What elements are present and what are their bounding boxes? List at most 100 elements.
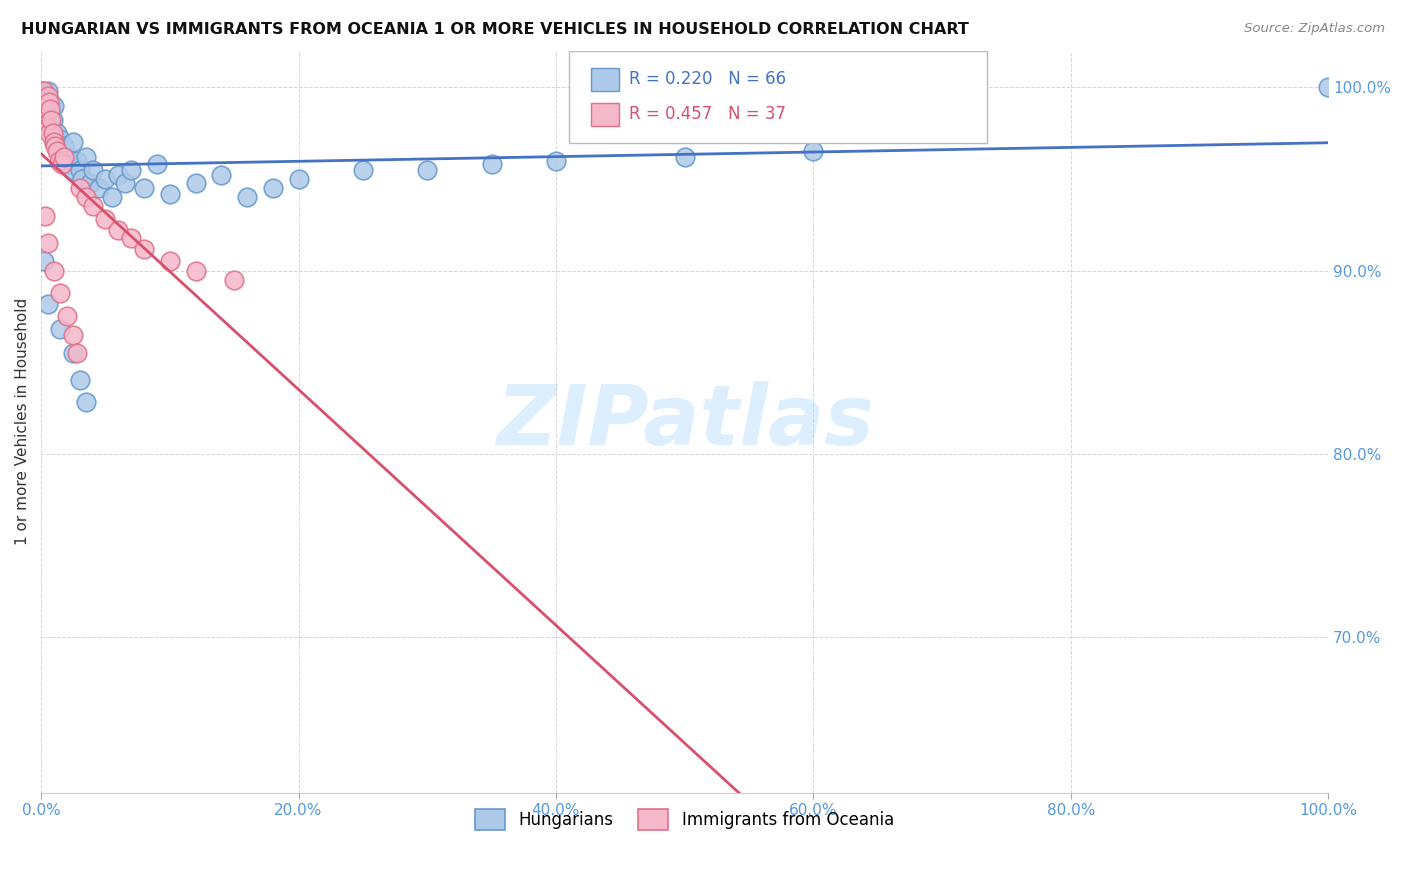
Point [37,89,59,103]
Point [101,190,124,204]
Point [184,263,207,277]
Point [114,176,136,190]
Point [38,95,60,109]
Point [31,89,53,103]
Point [82,199,104,213]
Point [37,117,59,131]
Point [53,150,76,164]
Point [66,346,89,360]
Bar [591,103,619,127]
Point [56,150,79,164]
Text: HUNGARIAN VS IMMIGRANTS FROM OCEANIA 1 OR MORE VEHICLES IN HOUSEHOLD CORRELATION: HUNGARIAN VS IMMIGRANTS FROM OCEANIA 1 O… [21,22,969,37]
Point [62,346,84,360]
Point [39,103,62,117]
Point [481,157,503,171]
Point [32,98,55,112]
Point [35,117,58,131]
Point [31,95,53,109]
Point [32,84,55,98]
Point [82,162,104,177]
Point [69,162,91,177]
Point [416,162,439,177]
Point [209,168,232,182]
Point [120,230,142,244]
Point [44,139,66,153]
Point [37,120,59,135]
Point [132,242,155,256]
Point [37,296,59,310]
Point [79,176,101,190]
Point [41,113,63,128]
Point [75,190,97,204]
Text: R = 0.457   N = 37: R = 0.457 N = 37 [630,105,786,123]
Point [94,212,117,227]
Point [75,395,97,409]
Point [58,157,80,171]
Point [62,136,84,150]
Point [66,153,89,168]
Point [1317,80,1340,95]
Text: Source: ZipAtlas.com: Source: ZipAtlas.com [1244,22,1385,36]
Point [107,168,129,182]
Point [544,153,567,168]
Point [236,190,259,204]
Point [94,172,117,186]
Point [34,89,56,103]
Point [224,273,246,287]
Point [34,108,56,122]
Point [51,157,73,171]
Point [56,310,79,324]
Point [72,172,94,186]
Point [48,153,70,168]
Point [42,136,65,150]
Point [35,106,58,120]
Point [41,126,63,140]
Point [34,95,56,109]
Text: ZIPatlas: ZIPatlas [496,381,873,462]
Point [48,145,70,159]
Point [262,181,284,195]
Point [37,84,59,98]
Point [38,126,60,140]
Point [49,131,72,145]
Point [31,84,53,98]
Point [120,162,142,177]
Point [41,103,63,117]
Point [32,87,55,102]
Point [69,181,91,195]
Point [37,235,59,250]
Point [42,98,65,112]
Y-axis label: 1 or more Vehicles in Household: 1 or more Vehicles in Household [15,298,30,545]
Point [32,254,55,268]
Point [62,162,84,177]
FancyBboxPatch shape [569,51,987,144]
Point [34,209,56,223]
Point [146,157,169,171]
Point [107,223,129,237]
Point [34,103,56,117]
Point [184,176,207,190]
Point [38,98,60,112]
Point [132,181,155,195]
Point [45,126,67,140]
Point [35,95,58,109]
Point [801,145,824,159]
Point [159,254,181,268]
Point [287,172,309,186]
Bar [591,68,619,92]
Point [62,327,84,342]
Legend: Hungarians, Immigrants from Oceania: Hungarians, Immigrants from Oceania [468,803,901,837]
Point [49,322,72,336]
Point [87,181,110,195]
Point [41,113,63,128]
Point [75,150,97,164]
Point [53,139,76,153]
Point [69,374,91,388]
Text: R = 0.220   N = 66: R = 0.220 N = 66 [630,70,786,88]
Point [45,145,67,159]
Point [35,103,58,117]
Point [159,186,181,201]
Point [39,95,62,109]
Point [49,285,72,300]
Point [39,120,62,135]
